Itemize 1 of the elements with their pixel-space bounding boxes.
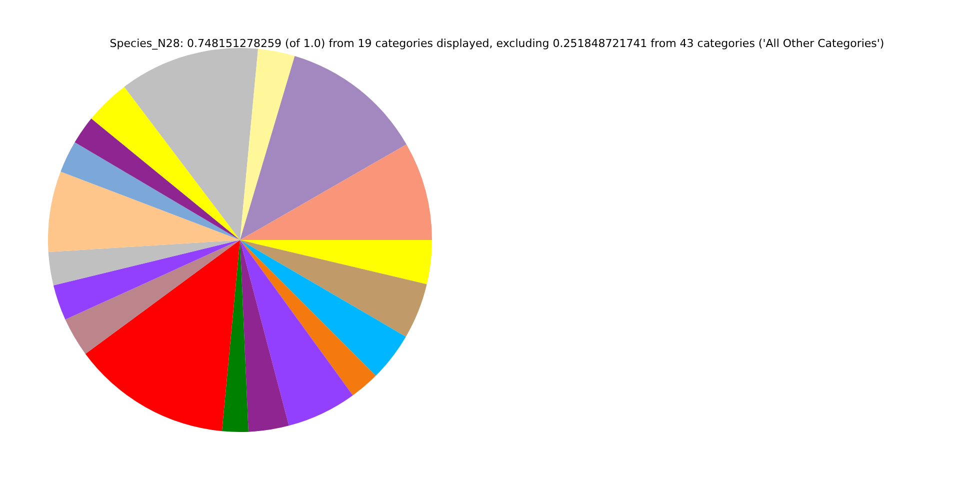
text: Species_N28: 0.748151278259 (of 1.0) from 19 categories displayed, excluding 0.251848721741 from 43 categories ('All Other Categories')	[110, 37, 884, 50]
